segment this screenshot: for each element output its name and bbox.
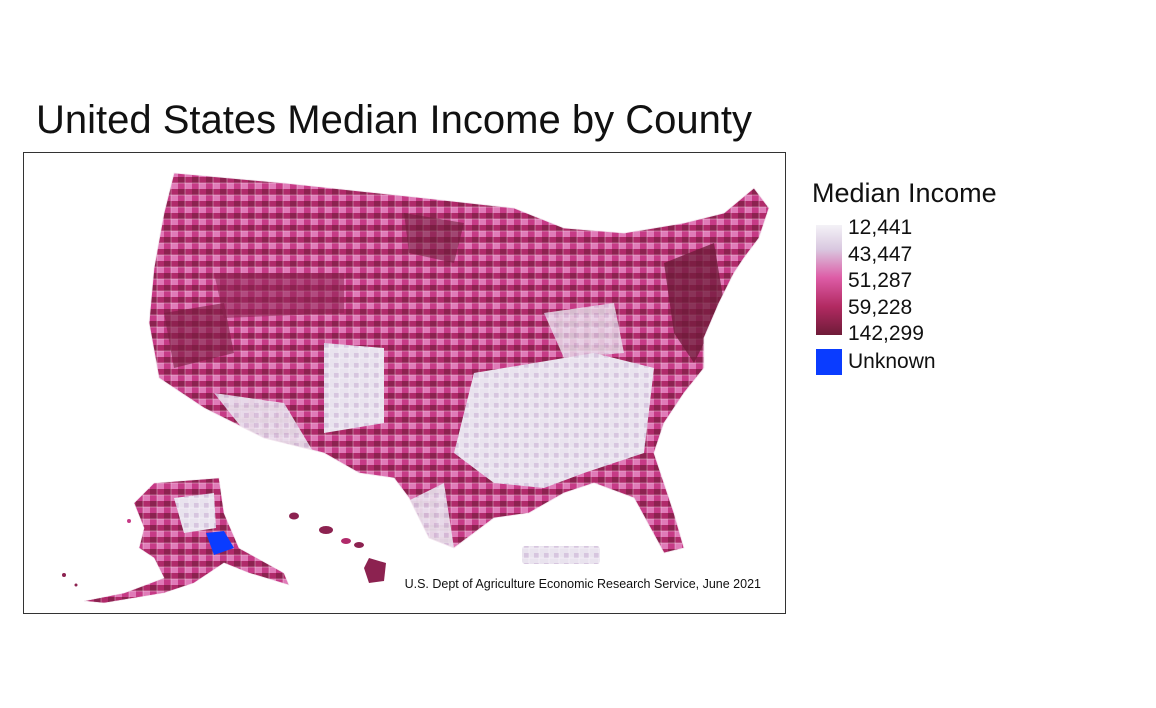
- legend-break-label: 12,441: [848, 216, 913, 239]
- puerto-rico: [522, 546, 600, 564]
- color-gradient-bar: [816, 225, 842, 335]
- legend-break-label: 142,299: [848, 322, 924, 345]
- unknown-label: Unknown: [848, 350, 936, 373]
- legend-break-label: 59,228: [848, 295, 913, 319]
- contiguous-us: [149, 173, 769, 553]
- choropleth-map: [62, 172, 770, 604]
- legend: Median Income 12,441 43,447 51,287 59,22…: [812, 178, 997, 375]
- alaska: [62, 477, 290, 604]
- legend-unknown-item: Unknown: [812, 349, 997, 375]
- map-title: United States Median Income by County: [36, 98, 752, 142]
- legend-tick-labels: 12,441 43,447 51,287 59,228 142,299: [848, 215, 924, 348]
- legend-break-label: 43,447: [848, 242, 913, 266]
- unknown-swatch: [816, 349, 842, 375]
- source-note: U.S. Dept of Agriculture Economic Resear…: [404, 577, 761, 591]
- map-panel: U.S. Dept of Agriculture Economic Resear…: [23, 152, 786, 614]
- legend-color-ramp: 12,441 43,447 51,287 59,228 142,299: [812, 216, 997, 345]
- legend-title: Median Income: [812, 178, 997, 208]
- hawaii: [289, 512, 386, 583]
- legend-break-label: 51,287: [848, 269, 913, 292]
